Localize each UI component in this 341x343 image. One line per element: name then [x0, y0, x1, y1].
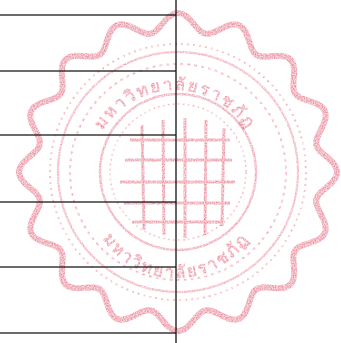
seal-outer-border [19, 13, 337, 331]
grid-emblem-icon [120, 118, 235, 238]
ruled-lines [0, 0, 176, 343]
seal-arc-text: มหาวิทยาลัยราชภัฏ มหาวิทยาลัยราชภัฏ [90, 75, 260, 283]
